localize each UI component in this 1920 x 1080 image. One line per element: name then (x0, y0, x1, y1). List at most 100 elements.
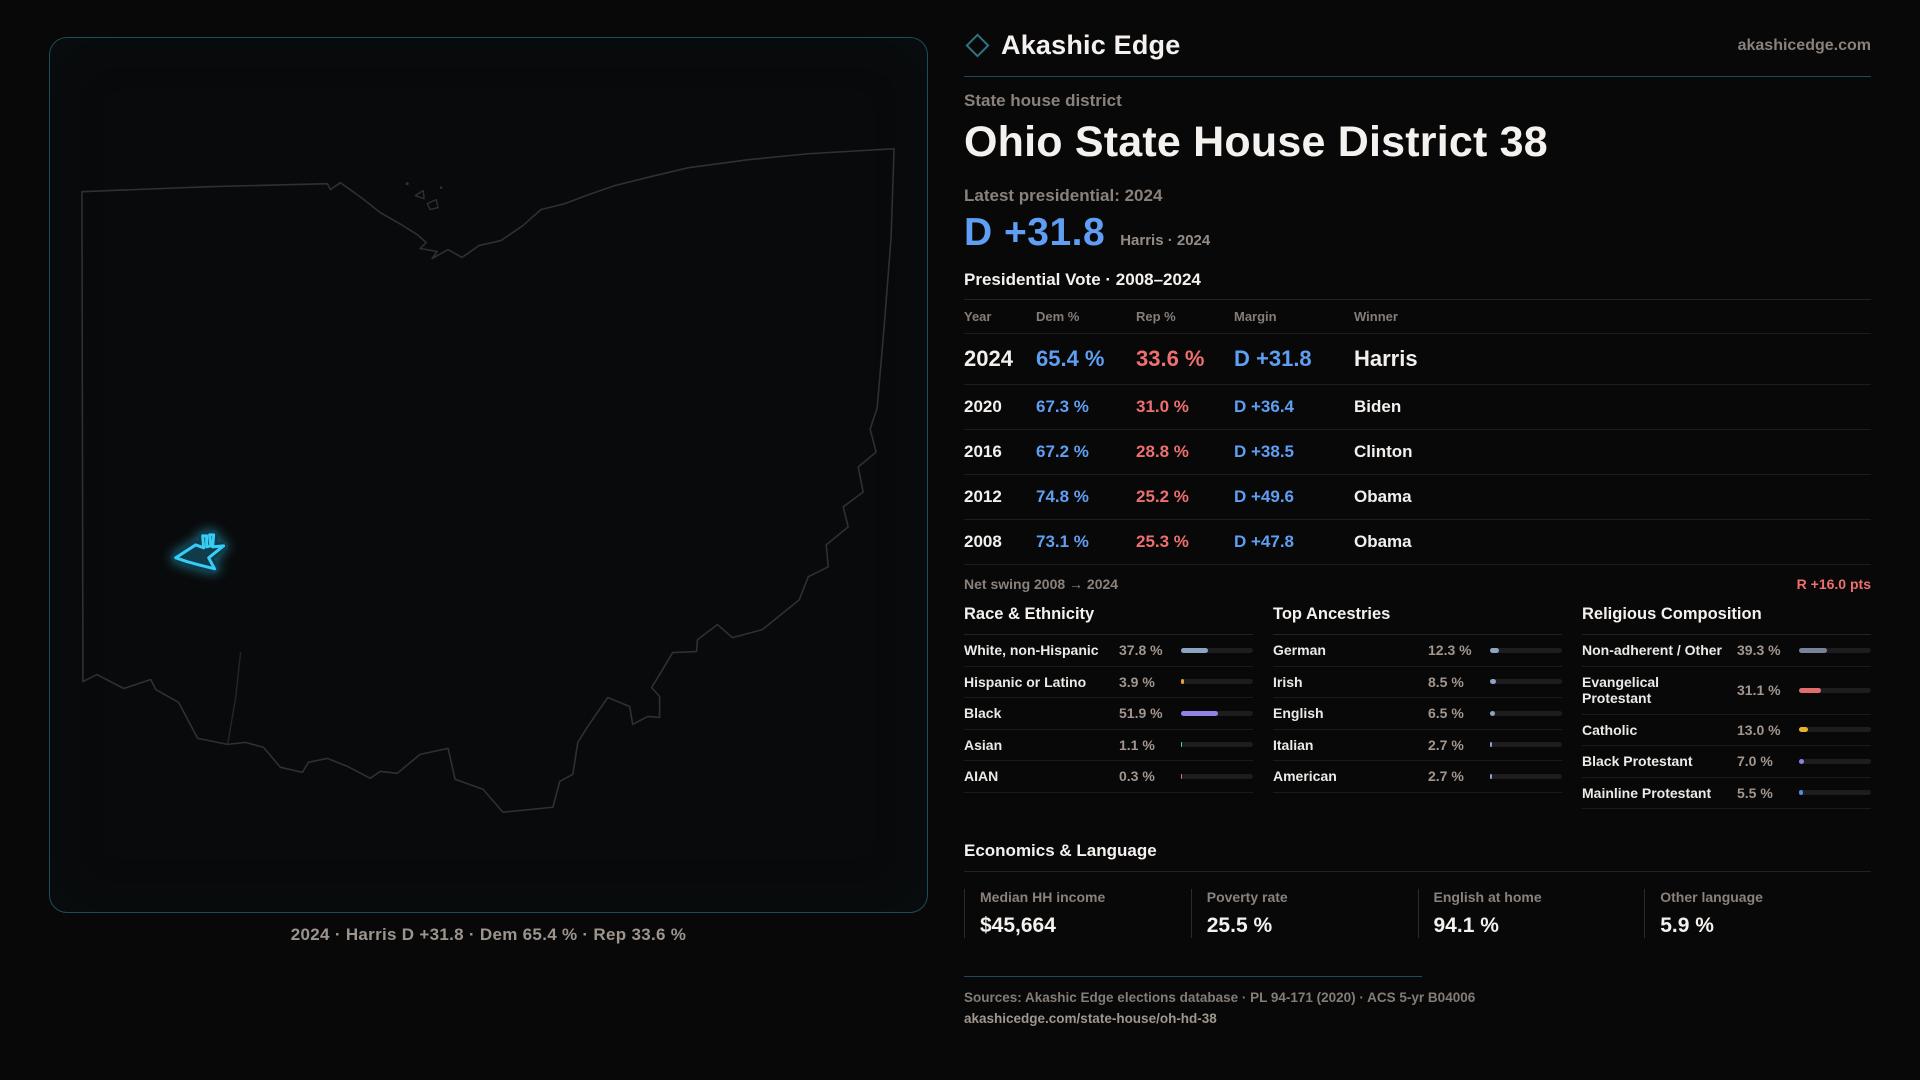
table-row: 2024 65.4 % 33.6 % D +31.8 Harris (964, 334, 1871, 385)
top-ancestries-section: Top Ancestries German 12.3 % Irish 8.5 %… (1273, 605, 1562, 809)
stat-label: Poverty rate (1206, 889, 1288, 906)
cell-dem: 73.1 % (1036, 532, 1089, 551)
demo-bar (1799, 758, 1871, 764)
section-title: Race & Ethnicity (964, 605, 1253, 635)
stat-value: 25.5 % (1206, 914, 1273, 938)
cell-rep: 28.8 % (1136, 442, 1189, 461)
brand-domain-link[interactable]: akashicedge.com (1737, 36, 1871, 54)
demo-value: 6.5 % (1428, 705, 1464, 722)
demo-bar (1490, 742, 1562, 748)
demo-label: Asian (964, 736, 1003, 753)
cell-winner: Clinton (1354, 442, 1413, 461)
col-year: Year (964, 309, 992, 324)
demo-row: Evangelical Protestant 31.1 % (1582, 667, 1871, 715)
demo-label: Irish (1273, 673, 1303, 690)
river-line (226, 651, 242, 746)
demo-value: 2.7 % (1428, 736, 1464, 753)
demo-bar (1799, 790, 1871, 796)
cell-margin: D +38.5 (1234, 442, 1295, 461)
cell-year: 2008 (964, 532, 1002, 551)
demo-value: 7.0 % (1737, 753, 1773, 770)
demo-label: English (1273, 705, 1324, 722)
stat-label: Median HH income (980, 889, 1106, 906)
demographics-grid: Race & Ethnicity White, non-Hispanic 37.… (964, 605, 1871, 810)
demo-label: Black Protestant (1582, 753, 1693, 770)
lake-erie-island-dot (439, 186, 443, 190)
demo-row: White, non-Hispanic 37.8 % (964, 635, 1253, 667)
demo-bar (1181, 679, 1253, 685)
cell-winner: Harris (1354, 346, 1418, 371)
brand-name: Akashic Edge (1001, 30, 1181, 60)
col-rep: Rep % (1136, 309, 1176, 324)
demo-bar (1799, 647, 1871, 653)
stat-label: English at home (1433, 889, 1542, 906)
demo-bar (1181, 742, 1253, 748)
table-row: 2012 74.8 % 25.2 % D +49.6 Obama (964, 475, 1871, 520)
cell-year: 2024 (964, 346, 1013, 371)
demo-bar (1181, 773, 1253, 779)
cell-winner: Obama (1354, 532, 1412, 551)
race-ethnicity-section: Race & Ethnicity White, non-Hispanic 37.… (964, 605, 1253, 809)
diamond-logo-icon (965, 33, 990, 58)
demo-label: Black (964, 705, 1002, 722)
cell-rep: 25.3 % (1136, 532, 1189, 551)
economics-title: Economics & Language (964, 841, 1871, 873)
demo-label: American (1273, 768, 1337, 785)
demo-bar (1490, 647, 1562, 653)
table-row: 2020 67.3 % 31.0 % D +36.4 Biden (964, 385, 1871, 430)
demo-value: 5.5 % (1737, 784, 1773, 801)
latest-presidential-label: Latest presidential: 2024 (964, 186, 1163, 205)
detail-panel: Akashic Edge akashicedge.com State house… (964, 30, 1871, 1026)
demo-row: Hispanic or Latino 3.9 % (964, 667, 1253, 699)
lake-erie-island (414, 189, 425, 200)
cell-dem: 67.2 % (1036, 442, 1089, 461)
demo-row: American 2.7 % (1273, 761, 1562, 793)
district-38-highlight (171, 530, 229, 574)
footer-divider (964, 976, 1422, 978)
demo-value: 37.8 % (1119, 642, 1163, 659)
demo-value: 39.3 % (1737, 642, 1781, 659)
demo-row: Catholic 13.0 % (1582, 715, 1871, 747)
demo-label: Italian (1273, 736, 1314, 753)
col-winner: Winner (1354, 309, 1398, 324)
demo-label: Hispanic or Latino (964, 673, 1087, 690)
demo-row: English 6.5 % (1273, 698, 1562, 730)
map-caption: 2024 · Harris D +31.8 · Dem 65.4 % · Rep… (290, 925, 687, 944)
cell-margin: D +31.8 (1234, 346, 1312, 371)
permalink[interactable]: akashicedge.com/state-house/oh-hd-38 (964, 1011, 1217, 1027)
demo-label: Non-adherent / Other (1582, 642, 1723, 658)
cell-winner: Obama (1354, 487, 1412, 506)
demo-value: 8.5 % (1428, 673, 1464, 690)
ohio-state-outline (81, 147, 895, 814)
table-row: 2008 73.1 % 25.3 % D +47.8 Obama (964, 520, 1871, 565)
table-row: 2016 67.2 % 28.8 % D +38.5 Clinton (964, 430, 1871, 475)
demo-value: 0.3 % (1119, 768, 1155, 785)
demo-row: Irish 8.5 % (1273, 667, 1562, 699)
stat-english-at-home: English at home 94.1 % (1417, 889, 1645, 939)
cell-margin: D +47.8 (1234, 532, 1295, 551)
demo-row: Mainline Protestant 5.5 % (1582, 778, 1871, 810)
stat-value: 94.1 % (1433, 914, 1499, 938)
demo-bar (1181, 710, 1253, 716)
net-swing-value: R +16.0 pts (1796, 576, 1871, 592)
footer: Sources: Akashic Edge elections database… (964, 976, 1871, 1026)
col-dem: Dem % (1036, 309, 1080, 324)
demo-value: 2.7 % (1428, 768, 1464, 785)
cell-rep: 31.0 % (1136, 397, 1189, 416)
stat-median-hh-income: Median HH income $45,664 (964, 889, 1191, 939)
demo-row: Asian 1.1 % (964, 730, 1253, 762)
demo-bar (1799, 687, 1871, 693)
demo-row: Non-adherent / Other 39.3 % (1582, 635, 1871, 667)
ohio-map-panel (49, 37, 928, 913)
demo-row: Black 51.9 % (964, 698, 1253, 730)
margin-note: Harris · 2024 (1120, 232, 1211, 249)
demo-bar (1490, 710, 1562, 716)
demo-label: White, non-Hispanic (964, 642, 1099, 658)
page-title: Ohio State House District 38 (964, 118, 1548, 166)
lake-erie-island-dot (405, 182, 409, 186)
net-swing-row: Net swing 2008 → 2024 R +16.0 pts (964, 565, 1871, 592)
demo-bar (1799, 727, 1871, 733)
margin-value: D +31.8 (964, 211, 1106, 254)
demo-value: 51.9 % (1119, 705, 1163, 722)
cell-rep: 33.6 % (1136, 346, 1205, 371)
